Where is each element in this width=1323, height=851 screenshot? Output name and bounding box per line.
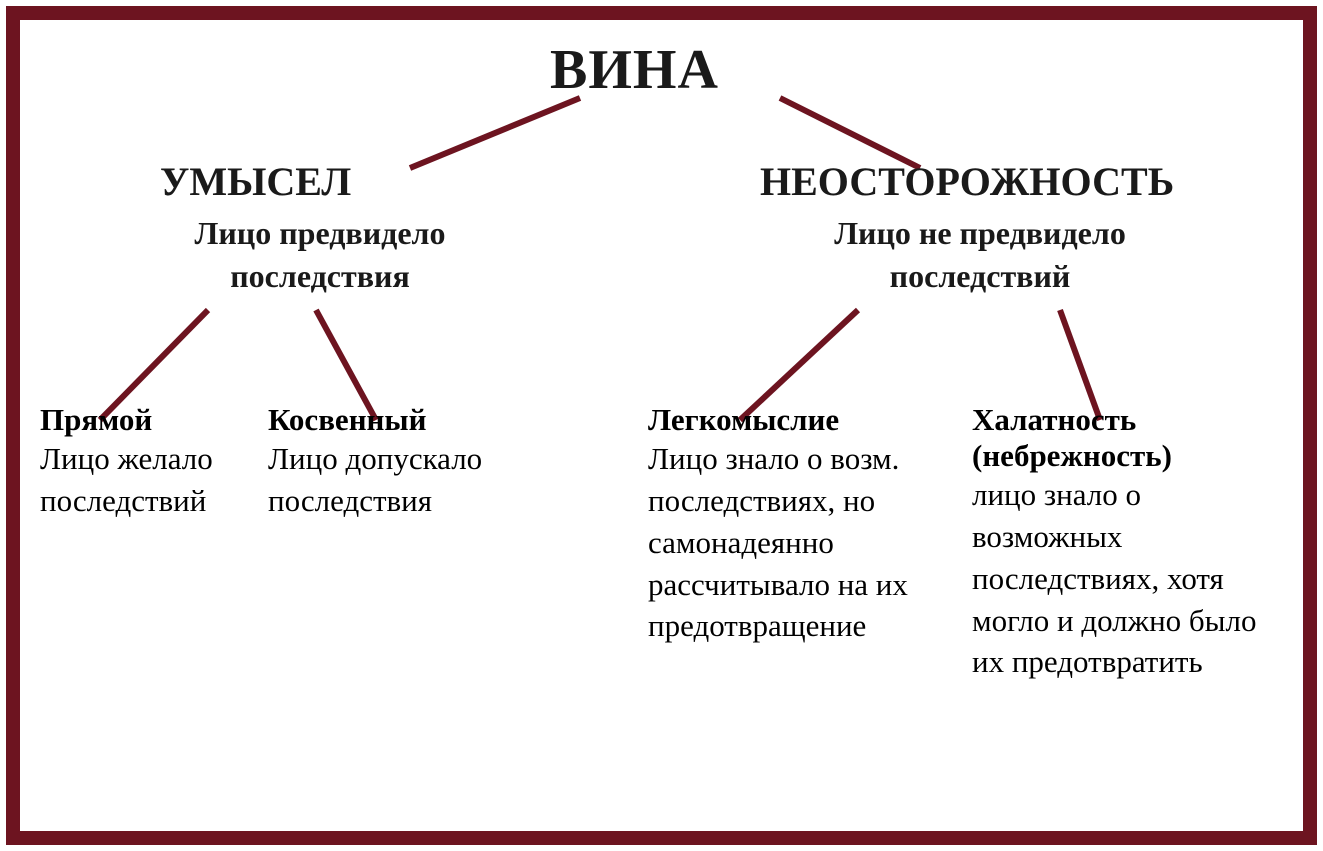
leaf-indirect-title: Косвенный <box>268 402 528 438</box>
leaf-recklessness-desc: Лицо знало о возм. последствиях, но само… <box>648 438 928 647</box>
leaf-direct-title: Прямой <box>40 402 260 438</box>
diagram-frame: ВИНА УМЫСЕЛ Лицо предвидело последствия … <box>6 6 1317 845</box>
leaf-recklessness-title: Легкомыслие <box>648 402 928 438</box>
branch-intent-heading: УМЫСЕЛ <box>160 158 351 205</box>
root-node: ВИНА <box>550 38 719 102</box>
leaf-indirect: Косвенный Лицо допускало последствия <box>268 402 528 522</box>
leaf-careless: Халатность (небрежность) лицо знало о во… <box>972 402 1272 683</box>
branch-negligence-heading: НЕОСТОРОЖНОСТЬ <box>760 158 1174 205</box>
leaf-careless-title: Халатность (небрежность) <box>972 402 1272 474</box>
leaf-careless-desc: лицо знало о возможных последствиях, хот… <box>972 474 1272 683</box>
leaf-indirect-desc: Лицо допускало последствия <box>268 438 528 522</box>
leaf-recklessness: Легкомыслие Лицо знало о возм. последств… <box>648 402 928 647</box>
branch-intent-subheading: Лицо предвидело последствия <box>130 212 510 298</box>
branch-negligence-subheading: Лицо не предвидело последствий <box>770 212 1190 298</box>
edge-root-intent <box>410 98 580 168</box>
leaf-direct: Прямой Лицо желало последствий <box>40 402 260 522</box>
leaf-direct-desc: Лицо желало последствий <box>40 438 260 522</box>
